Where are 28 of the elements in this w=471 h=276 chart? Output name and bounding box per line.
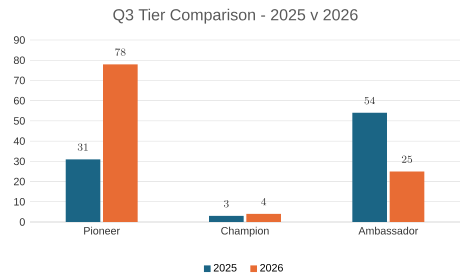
y-tick-label: 70 bbox=[14, 76, 25, 84]
x-tick-label: Ambassador bbox=[358, 226, 418, 235]
y-tick-label: 60 bbox=[14, 96, 25, 104]
data-label: 25 bbox=[402, 156, 412, 163]
y-tick-label: 10 bbox=[14, 198, 25, 206]
bar bbox=[103, 64, 138, 222]
data-label: 4 bbox=[261, 198, 266, 206]
chart-title: Q3 Tier Comparison - 2025 v 2026 bbox=[113, 8, 358, 24]
data-label: 54 bbox=[364, 96, 375, 104]
legend-label: 2025 bbox=[214, 264, 237, 272]
data-label: 31 bbox=[78, 144, 88, 151]
y-tick-label: 50 bbox=[14, 117, 25, 125]
y-tick-label: 80 bbox=[14, 56, 25, 64]
y-tick-label: 20 bbox=[14, 178, 25, 186]
bar bbox=[390, 171, 424, 222]
y-tick-label: 30 bbox=[14, 158, 25, 166]
y-tick-label: 90 bbox=[14, 36, 25, 44]
bar bbox=[246, 214, 281, 222]
x-tick-label: Pioneer bbox=[84, 226, 120, 235]
bar bbox=[66, 159, 100, 222]
y-tick-label: 40 bbox=[14, 137, 25, 145]
y-tick-label: 0 bbox=[20, 218, 25, 226]
bar bbox=[352, 112, 387, 222]
data-label: 78 bbox=[115, 48, 126, 56]
x-tick-label: Champion bbox=[221, 226, 269, 237]
data-label: 3 bbox=[224, 200, 229, 208]
legend-label: 2026 bbox=[260, 264, 283, 272]
bar bbox=[209, 216, 244, 222]
